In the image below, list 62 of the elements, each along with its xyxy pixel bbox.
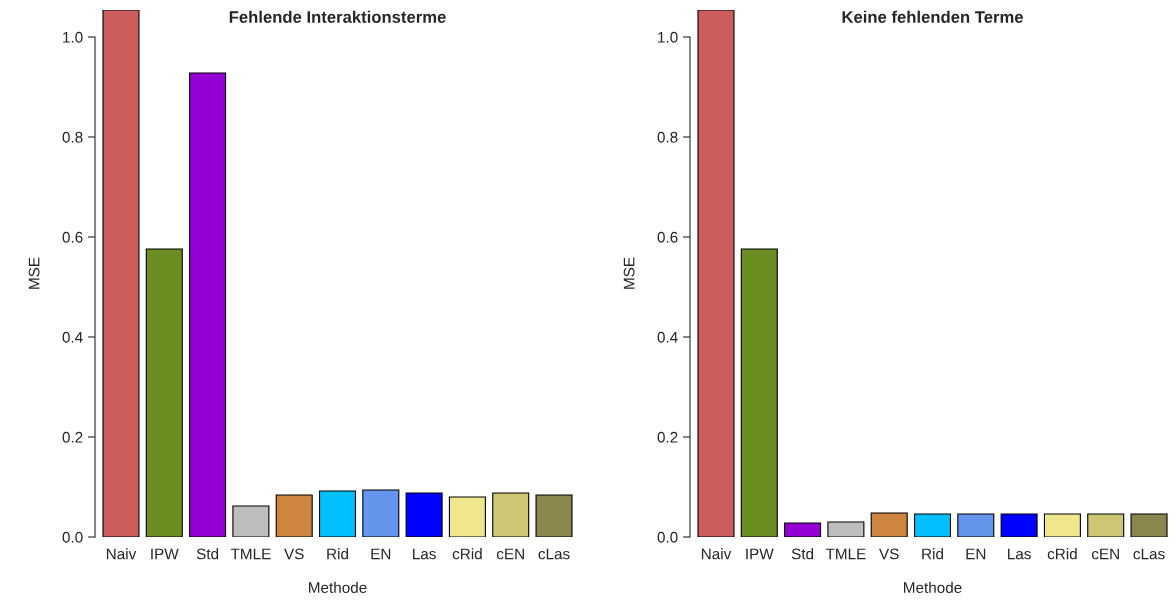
x-tick-label: VS bbox=[284, 548, 304, 560]
bar bbox=[145, 248, 183, 537]
x-tick-label: cLas bbox=[538, 548, 570, 560]
y-tick-label: 1.0 bbox=[658, 31, 678, 43]
x-tick-label: cRid bbox=[452, 548, 482, 560]
x-tick-label: Std bbox=[196, 548, 219, 560]
bar bbox=[1130, 513, 1168, 537]
bar bbox=[957, 513, 995, 537]
y-tick-label: 0.2 bbox=[62, 431, 83, 443]
x-tick-label: Naiv bbox=[701, 548, 732, 560]
y-tick-label: 0.6 bbox=[657, 231, 678, 243]
bar bbox=[318, 490, 357, 537]
bar bbox=[1087, 513, 1125, 537]
bar bbox=[784, 522, 822, 537]
x-tick-label: cRid bbox=[1047, 548, 1077, 560]
x-tick-label: VS bbox=[879, 548, 899, 560]
x-tick-label: TMLE bbox=[825, 548, 866, 560]
y-tick-label: 0.4 bbox=[657, 331, 678, 343]
y-tick-label: 0.8 bbox=[62, 131, 83, 143]
bar bbox=[102, 10, 140, 537]
x-tick-label: Naiv bbox=[106, 548, 137, 560]
bar bbox=[448, 496, 486, 537]
x-tick-label: IPW bbox=[746, 548, 774, 560]
x-tick-label: IPW bbox=[151, 548, 179, 560]
bar bbox=[535, 494, 573, 537]
x-axis-title: Methode bbox=[309, 581, 367, 594]
y-tick-label: 0.0 bbox=[657, 531, 678, 543]
bar bbox=[1043, 513, 1081, 537]
y-axis-title: MSE bbox=[623, 257, 635, 289]
x-axis-title: Methode bbox=[904, 581, 962, 594]
x-tick-label: Std bbox=[791, 548, 814, 560]
x-tick-label: Rid bbox=[922, 548, 943, 560]
x-tick-label: cLas bbox=[1133, 548, 1165, 560]
y-tick-label: 0.0 bbox=[62, 531, 83, 543]
x-tick-label: TMLE bbox=[230, 548, 271, 560]
x-tick-label: EN bbox=[371, 548, 391, 560]
bar bbox=[232, 505, 270, 537]
x-tick-label: Las bbox=[1008, 548, 1031, 560]
y-tick-label: 0.2 bbox=[657, 431, 678, 443]
y-tick-label: 1.0 bbox=[63, 31, 83, 43]
x-tick-label: cEN bbox=[496, 548, 524, 560]
bar bbox=[740, 248, 778, 537]
x-tick-label: cEN bbox=[1091, 548, 1119, 560]
bar bbox=[405, 492, 443, 537]
bar bbox=[189, 72, 227, 537]
chart-title: Keine fehlenden Terme bbox=[842, 10, 1024, 23]
y-tick-label: 0.8 bbox=[657, 131, 678, 143]
x-tick-label: Las bbox=[413, 548, 436, 560]
bar bbox=[870, 512, 908, 537]
bar bbox=[362, 489, 400, 537]
bar bbox=[827, 521, 865, 537]
chart-title: Fehlende Interaktionsterme bbox=[229, 10, 446, 23]
bar bbox=[697, 10, 735, 537]
bar bbox=[275, 494, 313, 537]
y-tick-label: 0.4 bbox=[62, 331, 83, 343]
x-tick-label: Rid bbox=[327, 548, 348, 560]
y-tick-label: 0.6 bbox=[62, 231, 83, 243]
bar bbox=[913, 513, 952, 537]
bar bbox=[492, 492, 530, 537]
y-axis-title: MSE bbox=[28, 257, 40, 289]
bar bbox=[1000, 513, 1038, 537]
x-tick-label: EN bbox=[966, 548, 986, 560]
